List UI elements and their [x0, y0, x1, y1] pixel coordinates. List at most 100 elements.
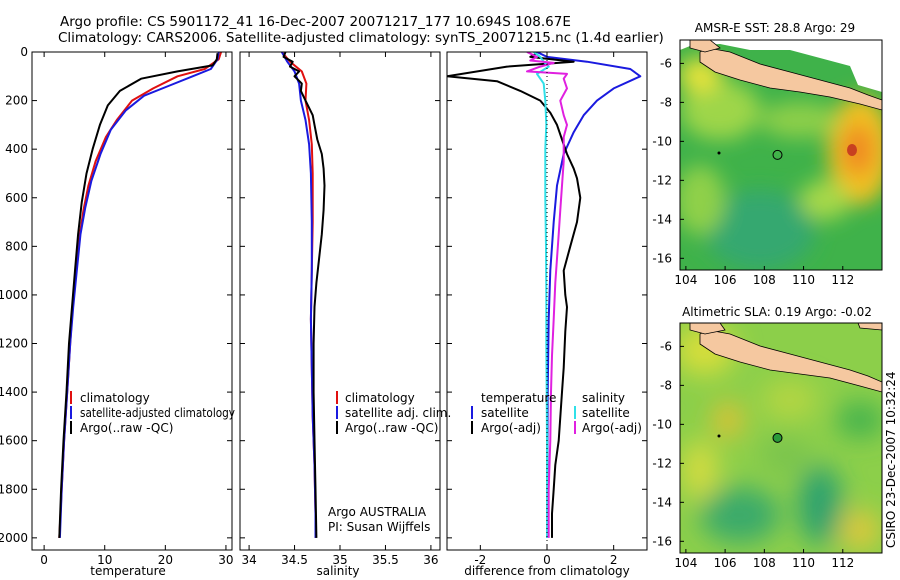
x-tick-label: 0: [40, 553, 48, 567]
series-line-temperature-satellite: [536, 52, 642, 538]
legend-label-argo: Argo(..raw -QC): [345, 421, 438, 435]
map-y-tick-label: -8: [660, 95, 672, 109]
series-line-climatology: [58, 52, 223, 538]
sla-map-field: [680, 323, 882, 553]
map-y-tick-label: -12: [652, 456, 672, 470]
map-y-tick-label: -12: [652, 173, 672, 187]
x-tick-label: 20: [158, 553, 173, 567]
y-tick-label: 200: [5, 94, 28, 108]
x-tick-label: 2: [610, 553, 618, 567]
sla-map-y-ticks: -6 -8 -10 -12 -14 -16: [652, 339, 684, 548]
series-line-argo-raw-qc: [282, 52, 326, 538]
series-line-argo-raw-qc: [58, 53, 219, 538]
difference-y-ticks: [447, 51, 647, 539]
x-tick-label: 34: [241, 553, 256, 567]
difference-x-ticks: -2 0 2: [474, 52, 617, 567]
salinity-y-ticks: [240, 51, 440, 539]
y-tick-label: 2000: [0, 531, 28, 545]
difference-panel: -2 0 2 difference from climatology tempera…: [446, 51, 648, 578]
salinity-series: [280, 52, 326, 538]
depth-y-ticks: 0 200 400 600 800 1000 1200 1400 1600 1800 2000: [0, 45, 232, 545]
legend-header-temperature: temperature: [481, 391, 556, 405]
series-line-satellite-adjusted-climatology: [58, 52, 220, 538]
map-y-tick-label: -10: [652, 134, 672, 148]
x-tick-label: 10: [97, 553, 112, 567]
sst-map-panel: AMSR-E SST: 28.8 Argo: 29 104 106 108 110 11…: [652, 21, 883, 287]
map-x-tick-label: 106: [714, 273, 737, 287]
legend-label-climatology: climatology: [80, 391, 150, 405]
sst-map-frame: [679, 39, 883, 271]
y-tick-label: 1200: [0, 337, 28, 351]
map-x-tick-label: 108: [753, 273, 776, 287]
map-x-tick-label: 112: [831, 556, 854, 570]
map-x-tick-label: 104: [674, 556, 697, 570]
x-tick-label: 0: [543, 553, 551, 567]
series-line-temperature-argo-adj: [447, 52, 582, 538]
map-y-tick-label: -16: [652, 251, 672, 265]
temperature-axes-frame: [31, 51, 233, 551]
temperature-panel: 0 10 20 30 0 200 400 600 800 1000 1200 1400 1600 180…: [0, 45, 235, 578]
y-tick-label: 1800: [0, 482, 28, 496]
x-tick-label: 30: [218, 553, 233, 567]
y-tick-label: 1400: [0, 385, 28, 399]
map-x-tick-label: 106: [714, 556, 737, 570]
legend-label-satellite: satellite-adjusted climatology: [80, 406, 235, 420]
map-x-tick-label: 112: [831, 273, 854, 287]
salinity-axes-frame: [239, 51, 441, 551]
legend-label-sal-argo: Argo(-adj): [582, 421, 642, 435]
map-x-tick-label: 104: [674, 273, 697, 287]
x-tick-label: 36: [423, 553, 438, 567]
x-tick-label: 34.5: [281, 553, 308, 567]
x-tick-label: 35.5: [372, 553, 399, 567]
sst-map-field: [680, 40, 882, 270]
sla-map-frame: [679, 322, 883, 554]
figure-title-line1: Argo profile: CS 5901172_41 16-Dec-2007 …: [60, 14, 571, 30]
y-tick-label: 800: [5, 239, 28, 253]
map-y-tick-label: -14: [652, 495, 672, 509]
sla-map-title: Altimetric SLA: 0.19 Argo: -0.02: [682, 305, 872, 319]
argo-float-marker: [772, 149, 783, 160]
sla-map-panel: Altimetric SLA: 0.19 Argo: -0.02 104 106 1…: [652, 305, 883, 570]
y-tick-label: 1000: [0, 288, 28, 302]
figure-title-line2: Climatology: CARS2006. Satellite-adjuste…: [58, 30, 664, 46]
sst-map-x-ticks: 104 106 108 110 112: [674, 266, 854, 287]
salinity-legend: climatology satellite adj. clim. Argo(..…: [336, 391, 451, 435]
sst-map-title: AMSR-E SST: 28.8 Argo: 29: [695, 21, 855, 35]
y-tick-label: 1600: [0, 434, 28, 448]
sst-map-y-ticks: -6 -8 -10 -12 -14 -16: [652, 56, 684, 265]
map-y-tick-label: -6: [660, 56, 672, 70]
y-tick-label: 400: [5, 142, 28, 156]
temperature-x-ticks: 0 10 20 30: [40, 52, 234, 567]
float-pi-annotation: PI: Susan Wijffels: [328, 520, 430, 534]
map-x-tick-label: 108: [753, 556, 776, 570]
legend-header-salinity: salinity: [582, 391, 625, 405]
map-y-tick-label: -10: [652, 417, 672, 431]
salinity-x-ticks: 34 34.5 35 35.5 36: [241, 52, 439, 567]
series-line-salinity-satellite: [533, 52, 550, 538]
difference-series: [447, 52, 642, 538]
map-y-tick-label: -6: [660, 339, 672, 353]
float-country-annotation: Argo AUSTRALIA: [328, 505, 427, 519]
difference-legend: temperature satellite Argo(-adj) salinit…: [471, 391, 642, 435]
temperature-series: [58, 52, 223, 538]
legend-label-argo: Argo(..raw -QC): [80, 421, 173, 435]
difference-x-label: difference from climatology: [464, 564, 630, 578]
temperature-x-label: temperature: [90, 564, 165, 578]
map-x-tick-label: 110: [792, 556, 815, 570]
map-y-tick-label: -16: [652, 534, 672, 548]
legend-label-temp-argo: Argo(-adj): [481, 421, 541, 435]
series-line-salinity-argo-adj: [526, 52, 568, 538]
y-tick-label: 600: [5, 191, 28, 205]
temperature-legend: climatology satellite-adjusted climatolo…: [70, 391, 235, 435]
legend-label-temp-satellite: satellite: [481, 406, 529, 420]
salinity-panel: 34 34.5 35 35.5 36 salinity climatology sate…: [239, 51, 451, 578]
legend-label-climatology: climatology: [345, 391, 415, 405]
map-y-tick-label: -8: [660, 378, 672, 392]
x-tick-label: -2: [474, 553, 486, 567]
legend-label-sal-satellite: satellite: [582, 406, 630, 420]
map-y-tick-label: -14: [652, 212, 672, 226]
x-tick-label: 35: [332, 553, 347, 567]
sla-map-x-ticks: 104 106 108 110 112: [674, 549, 854, 570]
legend-label-satellite: satellite adj. clim.: [345, 406, 451, 420]
